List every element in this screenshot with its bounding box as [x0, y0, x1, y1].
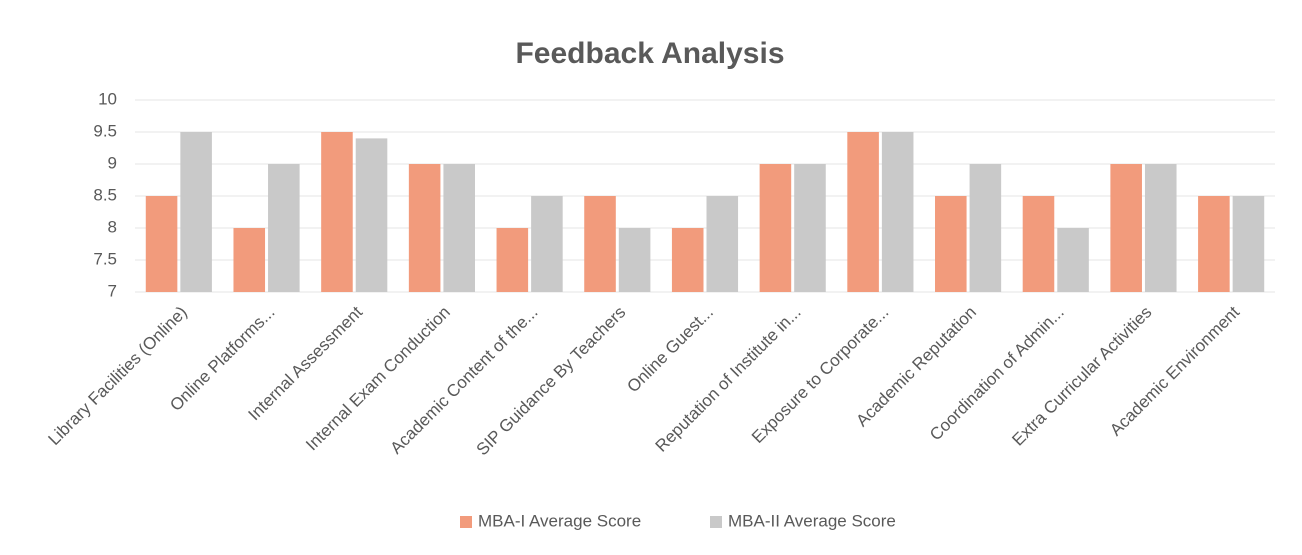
x-tick-label: Reputation of Institute in... — [652, 303, 805, 456]
bar — [268, 164, 300, 292]
bar — [355, 138, 388, 292]
bar — [233, 228, 266, 292]
bar — [145, 196, 178, 292]
chart-title: Feedback Analysis — [515, 37, 784, 70]
legend-label: MBA-I Average Score — [478, 511, 641, 530]
bar — [180, 132, 212, 292]
legend-swatch — [710, 516, 722, 528]
y-tick-label: 9.5 — [93, 121, 117, 140]
bar — [496, 228, 529, 292]
bar — [1198, 196, 1230, 292]
x-tick-label: Internal Exam Conduction — [302, 303, 454, 455]
bar — [1144, 164, 1177, 292]
bar — [671, 228, 704, 292]
bar — [794, 164, 826, 292]
y-tick-label: 9 — [108, 153, 117, 172]
bar — [1057, 228, 1089, 292]
bar — [759, 164, 792, 292]
x-tick-label: Extra Curricular Activities — [1008, 303, 1155, 450]
bar — [969, 164, 1002, 292]
bar — [881, 132, 914, 292]
bar — [935, 196, 967, 292]
y-tick-label: 7 — [108, 281, 117, 300]
bar — [706, 196, 739, 292]
y-tick-label: 8.5 — [93, 185, 117, 204]
bar — [584, 196, 616, 292]
bar — [1232, 196, 1265, 292]
x-tick-label: Library Facilities (Online) — [44, 303, 190, 449]
bar — [321, 132, 353, 292]
x-tick-label: Academic Content of the... — [387, 303, 542, 458]
bar — [408, 164, 441, 292]
bar — [1022, 196, 1055, 292]
bar — [1110, 164, 1142, 292]
bar — [618, 228, 651, 292]
legend-swatch — [460, 516, 472, 528]
legend-label: MBA-II Average Score — [728, 511, 896, 530]
x-tick-label: SIP Guidance By Teachers — [473, 303, 630, 460]
y-tick-label: 8 — [108, 217, 117, 236]
bar — [443, 164, 475, 292]
y-tick-label: 10 — [98, 89, 117, 108]
bar — [847, 132, 879, 292]
bar — [531, 196, 563, 292]
x-tick-label: Online Guest... — [623, 303, 717, 397]
y-tick-label: 7.5 — [93, 249, 117, 268]
